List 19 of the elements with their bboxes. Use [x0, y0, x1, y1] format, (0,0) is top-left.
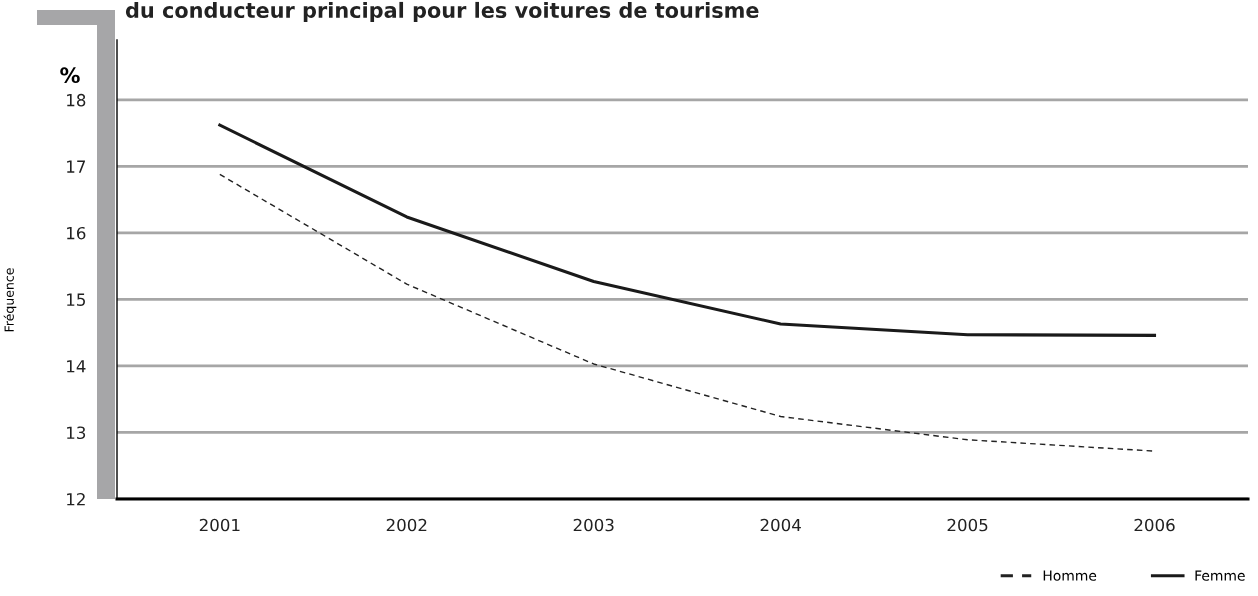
x-tick-label: 2005 — [947, 518, 988, 532]
y-tick-label: 13 — [67, 426, 86, 440]
legend-label: Homme — [1043, 570, 1097, 581]
y-tick-label: 14 — [67, 360, 86, 373]
y-tick-label: 12 — [67, 492, 85, 506]
y-axis-title: Fréquence — [3, 268, 17, 332]
x-tick-label: 2003 — [573, 518, 614, 532]
y-tick-label: 15 — [67, 293, 85, 306]
x-tick-label: 2004 — [760, 518, 801, 532]
y-tick-label: 16 — [67, 226, 86, 240]
y-tick-label: 17 — [67, 160, 86, 173]
line-series — [218, 123, 1157, 337]
text: % — [60, 67, 80, 84]
x-tick-label: 2001 — [199, 518, 240, 532]
chart-title: du conducteur principal pour les voitures de tourisme — [125, 1, 759, 23]
x-tick-label: 2002 — [386, 518, 427, 532]
y-tick-label: 18 — [67, 93, 86, 107]
legend-label: Femme — [1195, 570, 1245, 581]
x-tick-label: 2006 — [1134, 518, 1175, 532]
